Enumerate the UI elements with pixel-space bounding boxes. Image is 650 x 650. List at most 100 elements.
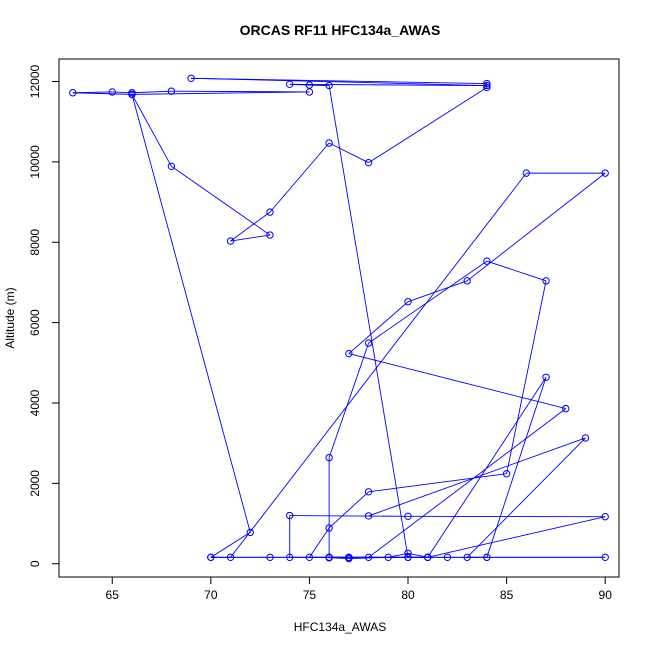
series-segment xyxy=(131,94,251,533)
data-point xyxy=(601,513,609,521)
data-point xyxy=(364,512,373,520)
series-segment xyxy=(230,211,271,242)
data-point xyxy=(443,553,452,562)
series-segment xyxy=(328,342,370,458)
data-point xyxy=(522,169,531,177)
data-point xyxy=(542,277,550,285)
data-point xyxy=(128,90,136,99)
series-segment xyxy=(210,532,251,558)
data-point xyxy=(246,528,254,537)
x-tick-label: 80 xyxy=(401,588,415,602)
y-axis-label: Altitude (m) xyxy=(3,287,17,348)
x-tick-label: 90 xyxy=(599,588,613,602)
data-point xyxy=(483,81,491,90)
data-point xyxy=(364,339,373,347)
data-point xyxy=(364,158,373,167)
data-point xyxy=(167,162,176,170)
data-point xyxy=(305,553,314,562)
data-point xyxy=(404,553,412,562)
x-tick-label: 85 xyxy=(500,588,514,602)
data-point xyxy=(601,553,609,562)
series-segment xyxy=(486,260,547,282)
data-point xyxy=(325,453,333,462)
series-segment xyxy=(309,527,330,558)
data-point xyxy=(483,79,491,88)
data-point xyxy=(364,488,373,496)
series-segment xyxy=(289,515,409,517)
series-segment xyxy=(466,172,606,282)
series-path xyxy=(72,77,606,559)
y-axis: 0 2000 4000 6000 8000 10000 12000 xyxy=(28,64,59,567)
series-segment xyxy=(72,91,113,94)
plot-frame xyxy=(58,58,620,578)
series-segment xyxy=(328,142,369,164)
data-point xyxy=(502,470,511,478)
data-point xyxy=(483,553,491,562)
data-point xyxy=(325,81,333,90)
series-segment xyxy=(131,94,172,167)
chart-title: ORCAS RF11 HFC134a_AWAS xyxy=(240,22,441,38)
series-segment xyxy=(368,473,507,493)
data-point xyxy=(325,139,333,147)
y-tick-label: 8000 xyxy=(28,229,42,256)
data-point xyxy=(424,553,432,562)
data-point xyxy=(167,87,176,95)
series-segment xyxy=(131,90,172,94)
data-point xyxy=(483,257,491,265)
series-segment xyxy=(466,437,586,558)
y-tick-label: 10000 xyxy=(28,145,42,179)
data-point xyxy=(404,512,412,521)
series-segment xyxy=(368,87,488,164)
x-tick-label: 65 xyxy=(106,588,120,602)
data-point xyxy=(286,553,294,562)
series-segment xyxy=(506,280,547,474)
data-point xyxy=(286,511,294,520)
series-segment xyxy=(171,165,271,236)
data-point xyxy=(325,524,333,532)
series-segment xyxy=(131,91,310,95)
series-segment xyxy=(230,172,527,558)
data-point xyxy=(345,349,353,358)
data-point xyxy=(187,74,195,82)
y-tick-label: 2000 xyxy=(28,470,42,497)
x-tick-label: 75 xyxy=(303,588,317,602)
data-point xyxy=(286,80,294,89)
data-point xyxy=(601,169,609,177)
x-axis: 65 70 75 80 85 90 xyxy=(106,577,613,602)
series-segment xyxy=(368,260,488,344)
series-segment xyxy=(289,83,487,86)
data-point xyxy=(404,298,412,306)
data-point xyxy=(305,81,314,89)
series-segment xyxy=(427,516,606,558)
data-point xyxy=(226,237,235,245)
y-tick-label: 12000 xyxy=(28,64,42,98)
data-point xyxy=(404,549,412,557)
y-tick-label: 6000 xyxy=(28,309,42,336)
data-point xyxy=(226,553,235,562)
series-points xyxy=(69,74,609,563)
data-point xyxy=(463,553,471,562)
series-segment xyxy=(191,77,487,86)
data-point xyxy=(581,434,590,442)
data-point xyxy=(266,553,274,562)
series-segment xyxy=(368,408,567,558)
data-point xyxy=(562,404,570,413)
series-segment xyxy=(368,437,586,517)
data-point xyxy=(384,553,392,562)
x-axis-label: HFC134a_AWAS xyxy=(294,620,386,634)
data-point xyxy=(483,83,491,92)
data-point xyxy=(108,88,116,96)
data-point xyxy=(463,277,471,285)
data-point xyxy=(266,231,274,239)
series-segment xyxy=(230,234,271,242)
y-tick-label: 4000 xyxy=(28,389,42,416)
series-segment xyxy=(427,377,547,558)
x-tick-label: 70 xyxy=(204,588,218,602)
data-point xyxy=(69,89,77,97)
series-segment xyxy=(72,92,132,95)
series-segment xyxy=(348,353,566,410)
series-segment xyxy=(328,85,409,558)
data-point xyxy=(364,553,373,562)
